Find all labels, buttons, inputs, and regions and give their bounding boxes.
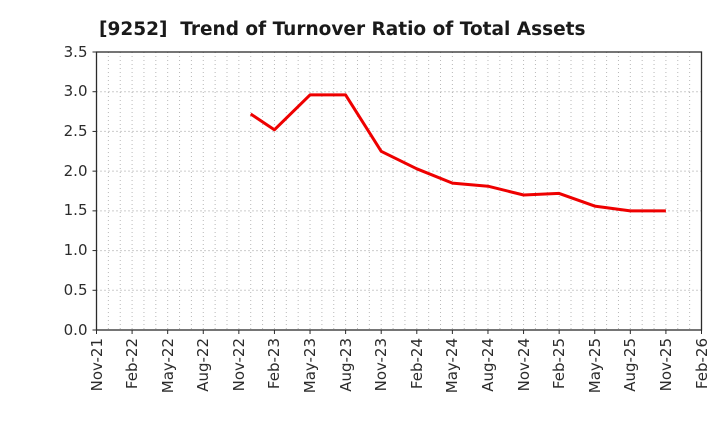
- y-tick-label: 1.0: [63, 241, 88, 260]
- x-tick-label: May-22: [158, 338, 177, 394]
- y-tick-label: 2.5: [63, 121, 88, 140]
- y-tick-label: 3.0: [63, 82, 88, 101]
- x-tick-label: Feb-24: [407, 338, 426, 390]
- x-tick-label: Nov-21: [87, 338, 106, 392]
- plot-border: [95, 51, 703, 331]
- y-tick-label: 3.5: [63, 42, 88, 61]
- chart-title: [9252] Trend of Turnover Ratio of Total …: [99, 19, 586, 40]
- x-tick-label: Feb-23: [265, 338, 284, 390]
- x-tick-label: Nov-22: [229, 338, 248, 392]
- x-tick-label: Aug-25: [621, 338, 640, 392]
- y-tick-label: 0.0: [63, 320, 88, 339]
- y-tick-label: 1.5: [63, 201, 88, 220]
- x-tick-label: Aug-24: [478, 338, 497, 392]
- y-tick-label: 0.5: [63, 280, 88, 299]
- x-tick-label: Nov-23: [372, 338, 391, 392]
- x-tick-label: May-23: [301, 338, 320, 394]
- x-tick-label: May-25: [585, 338, 604, 394]
- y-tick-label: 2.0: [63, 161, 88, 180]
- x-tick-label: Feb-25: [550, 338, 569, 390]
- x-tick-label: Aug-23: [336, 338, 355, 392]
- x-tick-label: Nov-24: [514, 338, 533, 392]
- x-tick-label: Feb-26: [692, 338, 711, 390]
- x-tick-label: Feb-22: [123, 338, 142, 390]
- x-tick-label: May-24: [443, 338, 462, 394]
- x-tick-label: Aug-22: [194, 338, 213, 392]
- x-tick-label: Nov-25: [656, 338, 675, 392]
- series-line-turnover-ratio-of-total-assets: [249, 93, 666, 213]
